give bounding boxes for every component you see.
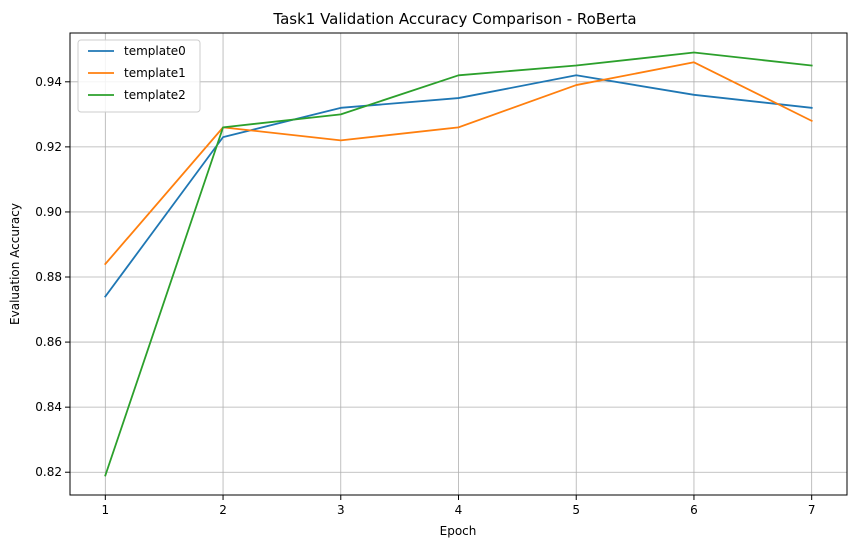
y-tick-label: 0.94 [35,75,62,89]
y-tick-label: 0.82 [35,465,62,479]
axis-ticks: 1 2 3 4 5 6 7 0.82 0.84 0.86 0.88 0.90 0.92 0.94 [35,75,815,517]
series-lines [104,51,813,477]
legend: template0 template1 template2 [77,39,201,113]
y-tick-label: 0.84 [35,400,62,414]
series-line-template2 [104,51,813,477]
legend-label-template2: template2 [124,88,186,102]
y-tick-label: 0.90 [35,205,62,219]
x-tick-label: 4 [455,503,463,517]
y-tick-label: 0.92 [35,140,62,154]
x-tick-label: 2 [219,503,227,517]
x-axis-label: Epoch [440,524,477,538]
y-axis-label: Evaluation Accuracy [8,203,22,325]
x-tick-label: 5 [572,503,580,517]
legend-box [77,39,201,113]
x-tick-label: 7 [808,503,816,517]
x-tick-label: 3 [337,503,345,517]
grid-lines [70,33,847,495]
series-line-template0 [104,74,813,298]
chart-title: Task1 Validation Accuracy Comparison - R… [272,10,636,28]
legend-label-template0: template0 [124,44,186,58]
y-tick-label: 0.88 [35,270,62,284]
y-tick-label: 0.86 [35,335,62,349]
x-tick-label: 6 [690,503,698,517]
x-tick-label: 1 [101,503,109,517]
legend-label-template1: template1 [124,66,186,80]
